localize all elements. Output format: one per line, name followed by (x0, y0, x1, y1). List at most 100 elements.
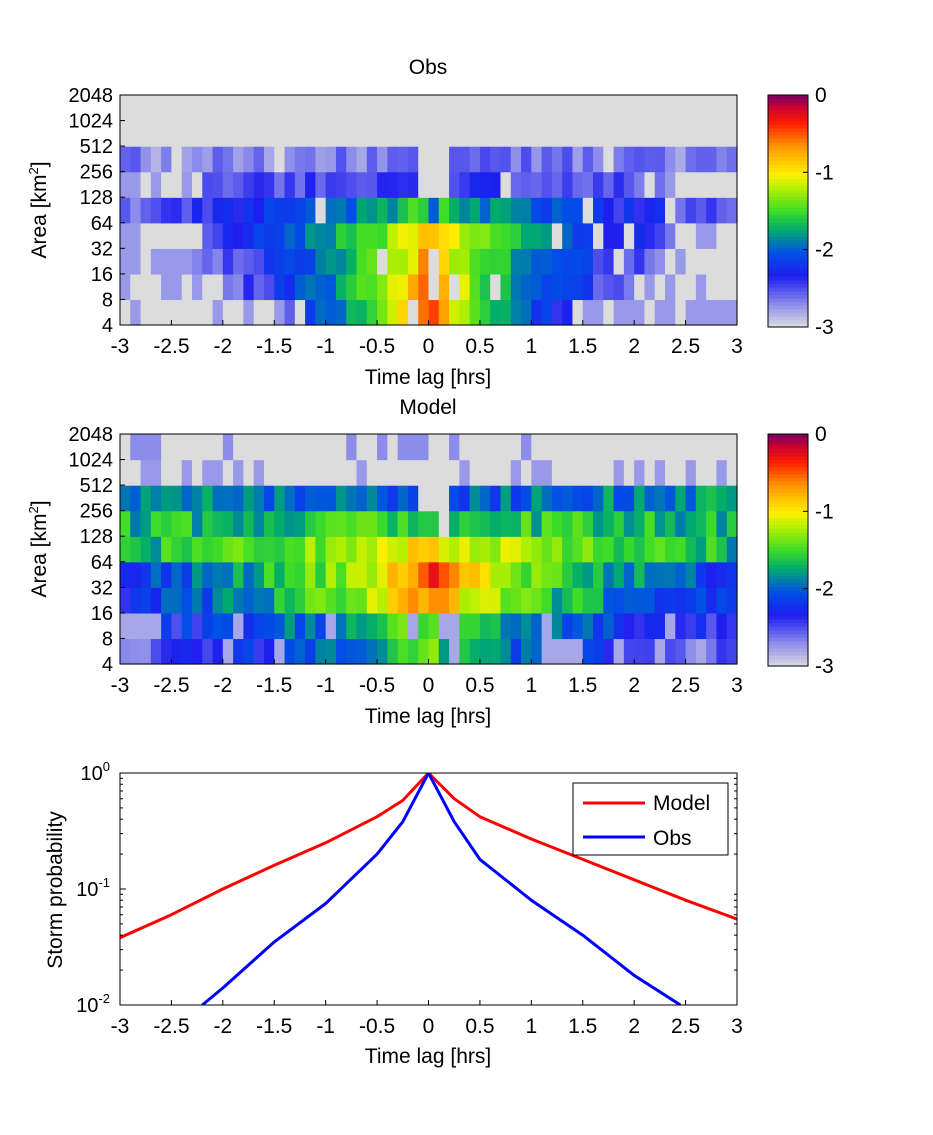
model-heatmap-cell (274, 459, 286, 486)
model-heatmap-cell (562, 638, 574, 665)
model-heatmap-cell (541, 638, 553, 665)
obs-heatmap-cell (716, 248, 728, 275)
obs-heatmap-cell (418, 222, 430, 249)
obs-heatmap-cell (377, 299, 388, 326)
model-heatmap-cell (449, 638, 460, 665)
model-heatmap-cell (305, 485, 316, 512)
obs-y-tick-label: 1024 (69, 111, 114, 133)
model-heatmap-cell (346, 434, 358, 461)
model-heatmap-cell (130, 459, 142, 486)
model-heatmap-cell (387, 536, 399, 563)
model-y-tick-label: 4 (102, 654, 113, 676)
obs-heatmap-cell (449, 299, 460, 326)
model-heatmap-cell (603, 587, 615, 614)
obs-heatmap-cell (181, 248, 193, 275)
model-colorbar-swatch (768, 513, 808, 518)
model-heatmap-cell (191, 612, 203, 640)
model-heatmap-cell (418, 459, 430, 486)
obs-heatmap-cell (706, 171, 718, 198)
model-colorbar-swatch (768, 597, 808, 602)
obs-heatmap-cell (140, 95, 152, 122)
obs-heatmap-cell (541, 95, 553, 122)
obs-heatmap-cell (449, 171, 460, 198)
obs-colorbar-swatch (768, 250, 808, 256)
obs-colorbar-swatch (768, 182, 808, 187)
obs-heatmap-cell (459, 299, 471, 326)
obs-heatmap-cell (253, 120, 265, 147)
obs-heatmap-cell (623, 95, 635, 122)
obs-heatmap-cell (479, 171, 491, 198)
model-heatmap-cell (644, 510, 656, 537)
obs-heatmap-cell (212, 95, 224, 122)
obs-colorbar-swatch (768, 298, 808, 303)
model-heatmap-cell (305, 536, 316, 563)
probability-y-tick-label: 10-1 (76, 875, 110, 901)
model-heatmap-cell (562, 485, 574, 512)
model-heatmap-cell (346, 510, 358, 537)
model-x-tick-label: -2.5 (153, 674, 189, 697)
obs-heatmap-cell (582, 248, 594, 275)
model-heatmap-cell (531, 638, 543, 665)
model-heatmap-cell (397, 587, 409, 614)
obs-heatmap-cell (222, 146, 234, 173)
model-heatmap-cell (305, 587, 316, 614)
model-heatmap-cell (531, 612, 543, 640)
obs-heatmap-cell (510, 95, 522, 122)
model-heatmap-cell (335, 612, 347, 640)
obs-colorbar-swatch (768, 95, 808, 100)
obs-heatmap-cell (613, 197, 625, 224)
obs-heatmap-cell (346, 299, 358, 326)
model-heatmap-cell (284, 612, 296, 640)
obs-heatmap-cell (449, 120, 460, 147)
model-heatmap-cell (294, 434, 306, 461)
obs-heatmap-cell (387, 171, 399, 198)
obs-heatmap-cell (243, 146, 255, 173)
obs-heatmap-cell (346, 120, 358, 147)
model-colorbar-swatch (768, 448, 808, 453)
model-heatmap-cell (654, 536, 666, 563)
model-heatmap-cell (150, 434, 162, 461)
obs-colorbar-swatch (768, 211, 808, 216)
model-heatmap-cell (695, 459, 707, 486)
model-heatmap-cell (150, 459, 162, 486)
obs-heatmap-cell (634, 299, 646, 326)
model-heatmap-cell (572, 638, 584, 665)
obs-heatmap-cell (191, 120, 203, 147)
model-heatmap-cell (490, 587, 502, 614)
obs-heatmap-cell (521, 120, 532, 147)
model-heatmap-cell (623, 587, 635, 614)
obs-heatmap-cell (644, 120, 656, 147)
obs-heatmap-cell (284, 197, 296, 224)
obs-heatmap-cell (150, 146, 162, 173)
obs-colorbar-swatch (768, 236, 808, 241)
obs-heatmap-cell (449, 248, 460, 275)
model-heatmap-cell (315, 459, 327, 486)
obs-heatmap-cell (377, 146, 388, 173)
model-colorbar-swatch (768, 463, 808, 468)
model-heatmap-cell (675, 561, 687, 588)
model-heatmap-cell (685, 587, 697, 614)
obs-heatmap-cell (407, 171, 419, 198)
model-heatmap-cell (716, 587, 728, 614)
model-heatmap-cell (222, 434, 234, 461)
obs-heatmap-cell (222, 248, 234, 275)
obs-heatmap-cell (685, 171, 697, 198)
model-heatmap-cell (531, 510, 543, 537)
obs-heatmap-cell (161, 299, 173, 326)
model-heatmap-cell (181, 485, 193, 512)
model-colorbar-swatch (768, 662, 808, 667)
model-heatmap-cell (325, 638, 337, 665)
obs-heatmap-cell (130, 120, 142, 147)
model-heatmap-cell (418, 485, 430, 512)
obs-heatmap-cell (603, 299, 615, 326)
obs-heatmap-cell (253, 299, 265, 326)
obs-heatmap-cell (428, 299, 440, 326)
model-heatmap-cell (325, 485, 337, 512)
obs-heatmap-cell (551, 120, 563, 147)
model-heatmap-cell (634, 459, 646, 486)
model-heatmap-cell (716, 612, 728, 640)
model-heatmap-cell (521, 638, 532, 665)
obs-heatmap-cell (181, 146, 193, 173)
obs-heatmap-cell (387, 222, 399, 249)
model-heatmap-cell (191, 638, 203, 665)
